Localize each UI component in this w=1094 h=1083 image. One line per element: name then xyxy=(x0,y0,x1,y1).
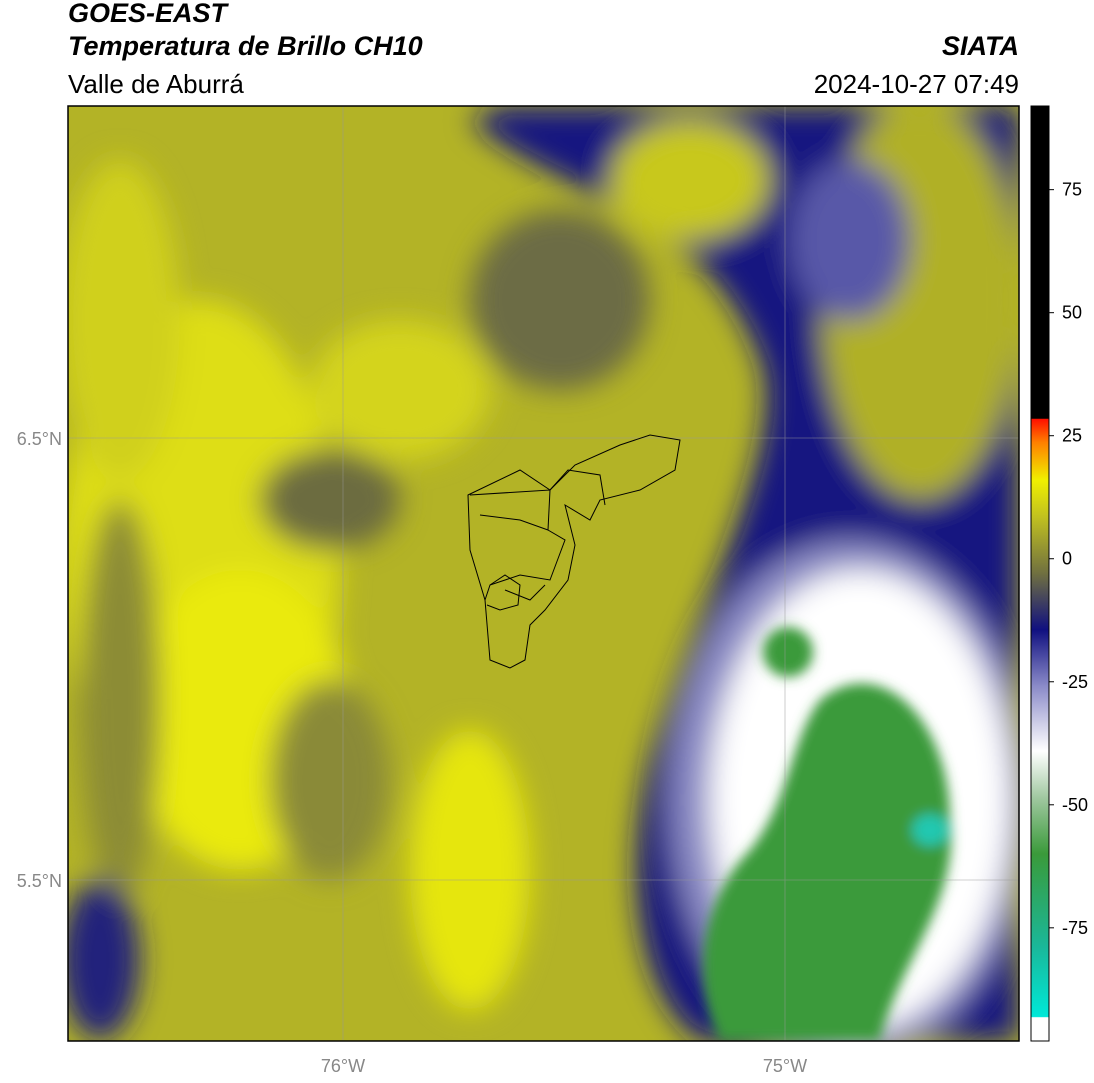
colorbar-tick-label: -25 xyxy=(1062,672,1088,692)
agency: SIATA xyxy=(942,31,1019,61)
colorbar-tick-label: 0 xyxy=(1062,549,1072,569)
colorbar-tick-label: -75 xyxy=(1062,918,1088,938)
subtitle: Temperatura de Brillo CH10 xyxy=(68,31,423,61)
colorbar xyxy=(1030,105,1050,1042)
graticule xyxy=(68,106,1019,1041)
map-imagery xyxy=(68,106,1019,1041)
lon-label: 75°W xyxy=(763,1056,807,1076)
title: GOES-EAST xyxy=(68,0,230,28)
datetime: 2024-10-27 07:49 xyxy=(814,69,1019,99)
colorbar-tick-label: 75 xyxy=(1062,180,1082,200)
colorbar-tick-label: 50 xyxy=(1062,303,1082,323)
colorbar-tick-label: 25 xyxy=(1062,426,1082,446)
region: Valle de Aburrá xyxy=(68,69,244,99)
lat-label: 5.5°N xyxy=(17,871,62,891)
lat-label: 6.5°N xyxy=(17,429,62,449)
colorbar-tick-label: -50 xyxy=(1062,795,1088,815)
map-frame xyxy=(67,105,1020,1042)
municipal-boundaries xyxy=(467,434,681,669)
lon-label: 76°W xyxy=(321,1056,365,1076)
